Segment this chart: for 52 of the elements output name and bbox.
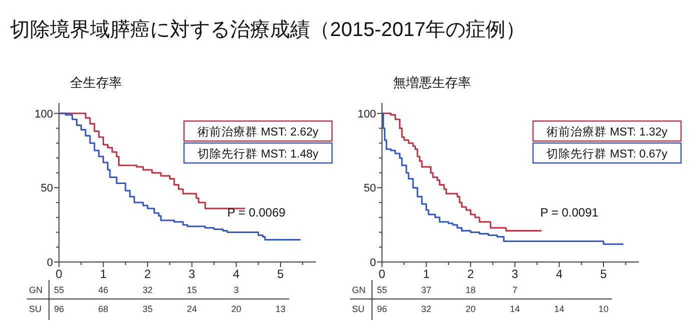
data-label: 37: [421, 285, 432, 295]
data-label: 68: [98, 304, 108, 314]
x-tick-label: 2: [144, 267, 152, 281]
y-tick-label: 0: [46, 257, 53, 269]
data-label: 15: [186, 285, 197, 295]
data-label: 10: [598, 304, 609, 314]
data-label: 32: [421, 304, 432, 314]
y-tick-label: 0: [370, 257, 376, 269]
x-tick-label: 5: [277, 267, 284, 281]
data-label: 35: [142, 304, 153, 314]
annotation: P = 0.0069: [227, 205, 286, 220]
x-tick-label: 1: [422, 267, 430, 281]
x-tick-label: 4: [556, 267, 563, 281]
x-tick-label: 3: [188, 267, 196, 281]
data-label: 14: [510, 304, 520, 314]
data-label: 18: [466, 285, 476, 295]
x-tick-label: 2: [467, 267, 474, 281]
chart-title: 切除境界域膵癌に対する治療成績（2015-2017年の症例）: [10, 19, 526, 41]
chart-subtitle: 無増悪生存率: [393, 75, 471, 90]
data-label: 13: [275, 304, 286, 314]
x-tick-label: 3: [512, 267, 519, 281]
y-tick-label: 50: [364, 182, 376, 195]
legend-item: 術前治療群 MST: 2.62y: [183, 120, 333, 142]
y-tick-label: SU: [29, 304, 42, 314]
data-label: 20: [466, 304, 476, 314]
data-label: 96: [376, 304, 388, 314]
y-tick-label: 50: [40, 182, 53, 195]
data-label: 24: [186, 304, 197, 314]
x-tick-label: 5: [600, 267, 608, 281]
data-label: 3: [234, 285, 239, 295]
data-label: 55: [376, 285, 388, 295]
data-label: 7: [512, 285, 518, 295]
y-tick-label: GN: [352, 285, 366, 295]
x-tick-label: 0: [56, 267, 63, 281]
y-tick-label: 100: [358, 108, 376, 120]
data-label: 20: [231, 304, 242, 314]
y-tick-label: SU: [352, 304, 365, 314]
annotation: P = 0.0091: [540, 205, 599, 220]
data-label: 55: [54, 285, 64, 295]
data-label: 46: [98, 285, 108, 295]
x-tick-label: 4: [232, 267, 240, 281]
legend-item: 切除先行群 MST: 0.67y: [532, 142, 682, 164]
data-label: 32: [142, 285, 153, 295]
x-tick-label: 0: [378, 267, 386, 281]
data-label: 96: [54, 304, 64, 314]
chart-subtitle: 全生存率: [70, 75, 122, 90]
legend-item: 切除先行群 MST: 1.48y: [183, 142, 333, 164]
legend-item: 術前治療群 MST: 1.32y: [532, 120, 682, 142]
y-tick-label: 100: [34, 108, 53, 120]
x-tick-label: 1: [100, 267, 107, 281]
data-label: 14: [554, 304, 564, 314]
y-tick-label: GN: [29, 285, 42, 295]
